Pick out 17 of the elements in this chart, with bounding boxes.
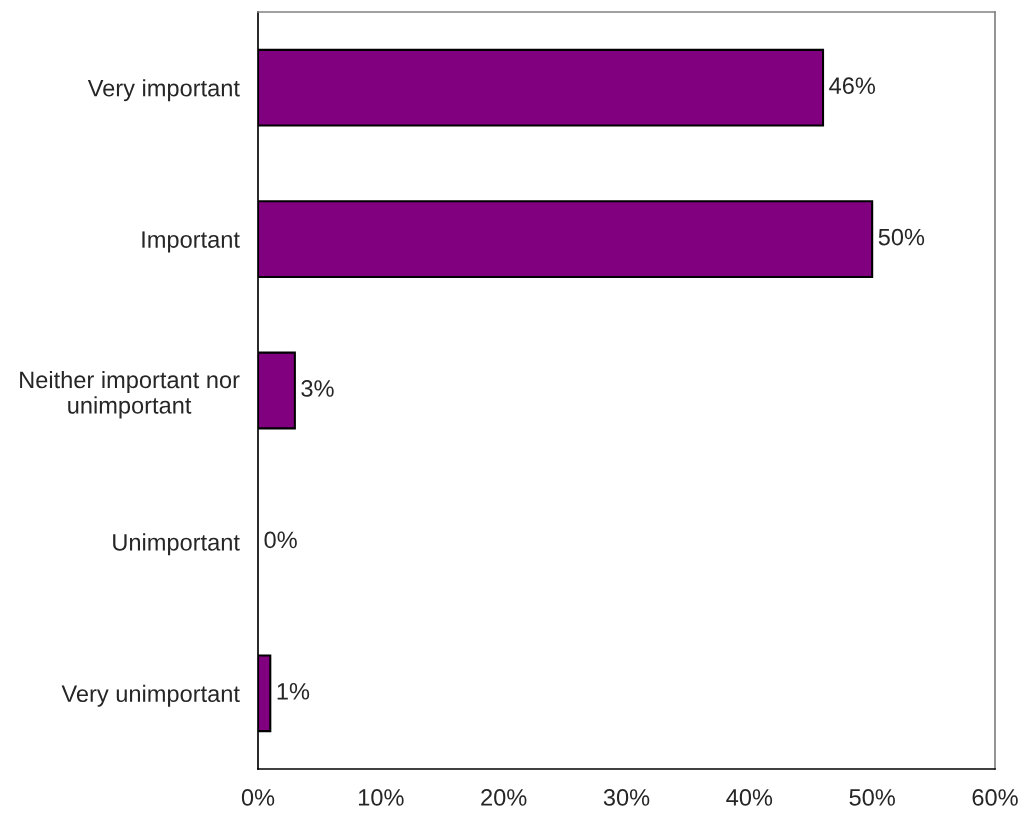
- data-label: 0%: [264, 531, 297, 549]
- y-tick-label: Very important: [87, 79, 240, 102]
- y-tick-label: Neither important nor unimportant: [20, 370, 240, 419]
- x-tick-label: 0%: [241, 789, 275, 806]
- x-tick-label: 10%: [359, 789, 404, 806]
- data-label: 50%: [878, 228, 925, 246]
- y-tick-label: Very unimportant: [61, 684, 240, 707]
- x-tick-label: 30%: [603, 789, 650, 806]
- x-tick-label: 60%: [972, 789, 1018, 806]
- data-label: 1%: [277, 683, 310, 700]
- x-tick-label: 20%: [481, 789, 527, 806]
- x-tick-label: 50%: [849, 789, 895, 806]
- data-label: 3%: [301, 380, 334, 397]
- x-tick-label: 40%: [726, 789, 773, 806]
- y-tick-label: Unimportant: [113, 533, 240, 556]
- y-tick-label: Important: [142, 231, 240, 253]
- data-label: 46%: [829, 77, 876, 95]
